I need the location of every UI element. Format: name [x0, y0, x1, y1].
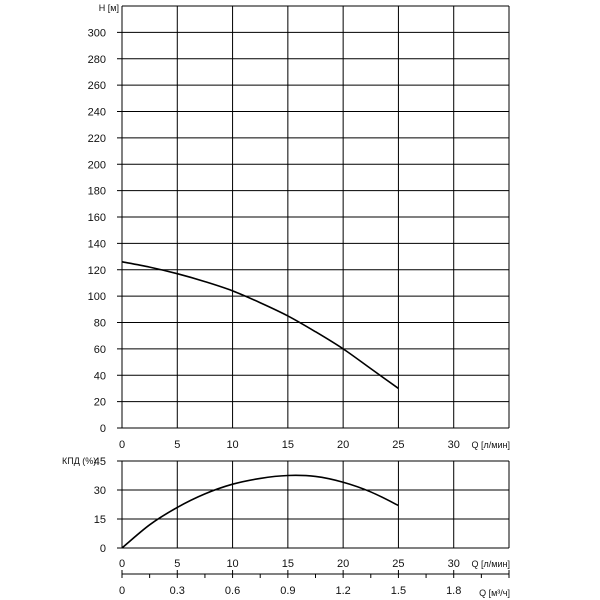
- eff-x-axis-label: Q [л/мин]: [472, 559, 510, 569]
- flow-axis-tick-label: 1.8: [446, 585, 461, 597]
- eff-y-tick-label: 0: [100, 543, 106, 555]
- flow-axis-tick-label: 0: [119, 585, 125, 597]
- eff-x-tick-label: 25: [392, 558, 404, 570]
- head-y-tick-label: 60: [94, 344, 106, 356]
- head-y-tick-label: 120: [88, 265, 106, 277]
- head-x-tick-label: 10: [226, 439, 238, 451]
- eff-x-tick-label: 15: [282, 558, 294, 570]
- head-x-tick-label: 20: [337, 439, 349, 451]
- head-y-axis-label: H [м]: [99, 3, 119, 13]
- eff-x-tick-label: 10: [226, 558, 238, 570]
- eff-y-tick-label: 45: [94, 456, 106, 468]
- head-y-tick-label: 160: [88, 212, 106, 224]
- head-curve: [121, 261, 399, 390]
- head-x-tick-label: 0: [119, 439, 125, 451]
- head-y-tick-label: 220: [88, 133, 106, 145]
- eff-x-tick-label: 0: [119, 558, 125, 570]
- head-y-tick-label: 0: [100, 423, 106, 435]
- eff-y-axis-label: КПД (%): [62, 456, 96, 466]
- efficiency-curve: [121, 474, 399, 549]
- head-x-tick-label: 15: [282, 439, 294, 451]
- head-x-tick-label: 25: [392, 439, 404, 451]
- head-y-tick-label: 180: [88, 186, 106, 198]
- eff-y-tick-label: 30: [94, 485, 106, 497]
- flow-axis-tick-label: 1.2: [335, 585, 350, 597]
- head-x-tick-label: 5: [174, 439, 180, 451]
- head-y-tick-label: 40: [94, 370, 106, 382]
- head-chart: [117, 5, 510, 429]
- head-y-tick-label: 80: [94, 318, 106, 330]
- efficiency-chart: [117, 460, 510, 549]
- head-y-tick-label: 260: [88, 80, 106, 92]
- head-y-tick-label: 20: [94, 397, 106, 409]
- head-x-axis-label: Q [л/мин]: [472, 440, 510, 450]
- eff-y-tick-label: 15: [94, 514, 106, 526]
- eff-x-tick-label: 5: [174, 558, 180, 570]
- head-y-tick-label: 200: [88, 159, 106, 171]
- flow-axis-tick-label: 1.5: [391, 585, 406, 597]
- secondary-flow-axis: [121, 570, 510, 578]
- eff-x-tick-label: 20: [337, 558, 349, 570]
- flow-axis-label: Q [м³/ч]: [479, 588, 510, 598]
- head-y-tick-label: 240: [88, 107, 106, 119]
- head-y-tick-label: 100: [88, 291, 106, 303]
- flow-axis-tick-label: 0.3: [170, 585, 185, 597]
- head-y-tick-label: 280: [88, 54, 106, 66]
- eff-x-tick-label: 30: [448, 558, 460, 570]
- head-y-tick-label: 140: [88, 238, 106, 250]
- head-y-tick-label: 300: [88, 27, 106, 39]
- head-x-tick-label: 30: [448, 439, 460, 451]
- flow-axis-tick-label: 0.6: [225, 585, 240, 597]
- flow-axis-tick-label: 0.9: [280, 585, 295, 597]
